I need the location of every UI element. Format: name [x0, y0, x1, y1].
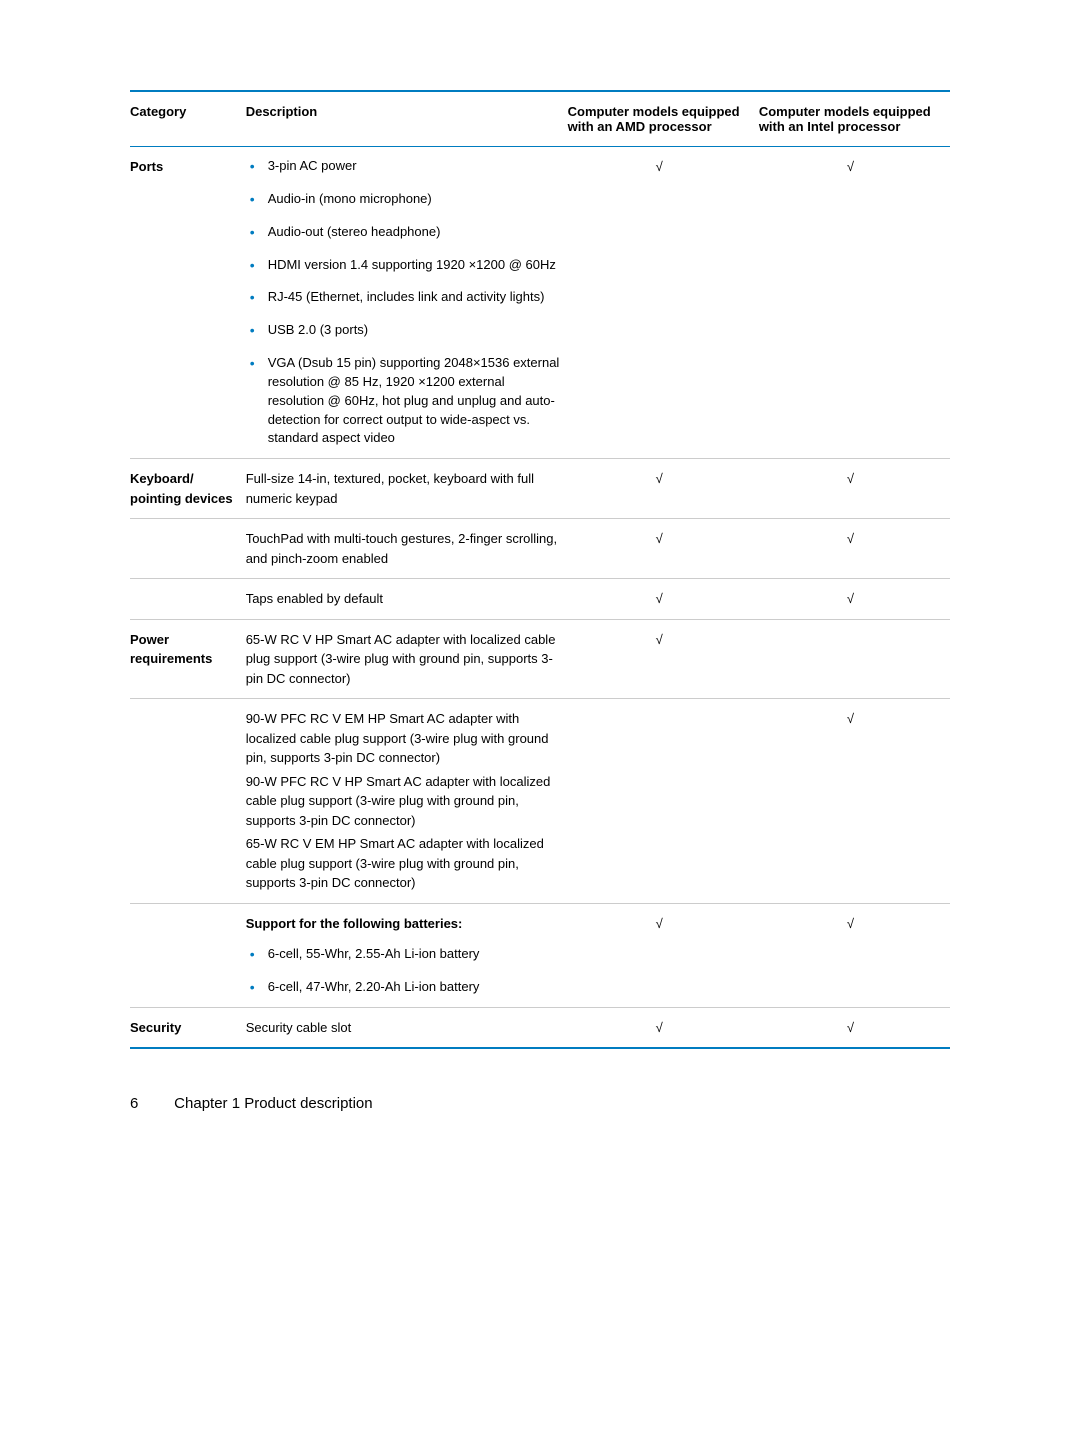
cat-empty — [130, 519, 246, 579]
row-ports: Ports 3-pin AC power Audio-in (mono micr… — [130, 147, 950, 459]
row-keyboard: Keyboard/ pointing devices Full-size 14-… — [130, 459, 950, 519]
touchpad-amd-check: √ — [568, 519, 759, 579]
spec-table: Category Description Computer models equ… — [130, 90, 950, 1049]
touchpad-intel-check: √ — [759, 519, 950, 579]
header-description: Description — [246, 91, 568, 147]
row-power-65w-em: 65-W RC V EM HP Smart AC adapter with lo… — [130, 834, 950, 903]
desc-batteries: Support for the following batteries: 6-c… — [246, 903, 568, 1007]
ports-intel-check: √ — [759, 147, 950, 459]
power65-amd-check: √ — [568, 619, 759, 699]
port-item: HDMI version 1.4 supporting 1920 ×1200 @… — [246, 256, 560, 275]
row-power-65w: Power requirements 65-W RC V HP Smart AC… — [130, 619, 950, 699]
cat-ports: Ports — [130, 147, 246, 459]
desc-power-65w-em: 65-W RC V EM HP Smart AC adapter with lo… — [246, 834, 568, 903]
port-item: Audio-in (mono microphone) — [246, 190, 560, 209]
cat-empty — [130, 579, 246, 620]
port-item: VGA (Dsub 15 pin) supporting 2048×1536 e… — [246, 354, 560, 448]
power65em-intel-check — [759, 834, 950, 903]
desc-power-90w: 90-W PFC RC V HP Smart AC adapter with l… — [246, 772, 568, 835]
taps-intel-check: √ — [759, 579, 950, 620]
cat-power: Power requirements — [130, 619, 246, 699]
desc-keyboard: Full-size 14-in, textured, pocket, keybo… — [246, 459, 568, 519]
port-item: 3-pin AC power — [246, 157, 560, 176]
security-intel-check: √ — [759, 1007, 950, 1048]
batteries-heading: Support for the following batteries: — [246, 916, 463, 931]
taps-amd-check: √ — [568, 579, 759, 620]
row-batteries: Support for the following batteries: 6-c… — [130, 903, 950, 1007]
cat-empty — [130, 834, 246, 903]
desc-power-65w: 65-W RC V HP Smart AC adapter with local… — [246, 619, 568, 699]
row-power-90w-em: 90-W PFC RC V EM HP Smart AC adapter wit… — [130, 699, 950, 772]
cat-empty — [130, 903, 246, 1007]
page-number: 6 — [130, 1095, 170, 1112]
port-item: USB 2.0 (3 ports) — [246, 321, 560, 340]
desc-power-90w-em: 90-W PFC RC V EM HP Smart AC adapter wit… — [246, 699, 568, 772]
power90-intel-check — [759, 772, 950, 835]
header-intel: Computer models equipped with an Intel p… — [759, 91, 950, 147]
chapter-title: Chapter 1 Product description — [174, 1095, 372, 1112]
batteries-amd-check: √ — [568, 903, 759, 1007]
battery-item: 6-cell, 55-Whr, 2.55-Ah Li-ion battery — [246, 945, 560, 964]
batteries-intel-check: √ — [759, 903, 950, 1007]
power65-intel-check — [759, 619, 950, 699]
security-amd-check: √ — [568, 1007, 759, 1048]
row-taps: Taps enabled by default √ √ — [130, 579, 950, 620]
ports-amd-check: √ — [568, 147, 759, 459]
cat-empty — [130, 699, 246, 772]
power65em-amd-check — [568, 834, 759, 903]
ports-list: 3-pin AC power Audio-in (mono microphone… — [246, 157, 560, 448]
cat-empty — [130, 772, 246, 835]
power90em-amd-check — [568, 699, 759, 772]
page-footer: 6 Chapter 1 Product description — [130, 1095, 950, 1112]
port-item: Audio-out (stereo headphone) — [246, 223, 560, 242]
cat-security: Security — [130, 1007, 246, 1048]
batteries-list: 6-cell, 55-Whr, 2.55-Ah Li-ion battery 6… — [246, 945, 560, 997]
header-category: Category — [130, 91, 246, 147]
page-container: Category Description Computer models equ… — [0, 0, 1080, 1162]
desc-ports: 3-pin AC power Audio-in (mono microphone… — [246, 147, 568, 459]
row-security: Security Security cable slot √ √ — [130, 1007, 950, 1048]
keyboard-amd-check: √ — [568, 459, 759, 519]
cat-keyboard: Keyboard/ pointing devices — [130, 459, 246, 519]
table-header-row: Category Description Computer models equ… — [130, 91, 950, 147]
row-touchpad: TouchPad with multi-touch gestures, 2-fi… — [130, 519, 950, 579]
header-amd: Computer models equipped with an AMD pro… — [568, 91, 759, 147]
desc-touchpad: TouchPad with multi-touch gestures, 2-fi… — [246, 519, 568, 579]
port-item: RJ-45 (Ethernet, includes link and activ… — [246, 288, 560, 307]
row-power-90w: 90-W PFC RC V HP Smart AC adapter with l… — [130, 772, 950, 835]
desc-taps: Taps enabled by default — [246, 579, 568, 620]
power90-amd-check — [568, 772, 759, 835]
desc-security: Security cable slot — [246, 1007, 568, 1048]
power90em-intel-check: √ — [759, 699, 950, 772]
battery-item: 6-cell, 47-Whr, 2.20-Ah Li-ion battery — [246, 978, 560, 997]
keyboard-intel-check: √ — [759, 459, 950, 519]
